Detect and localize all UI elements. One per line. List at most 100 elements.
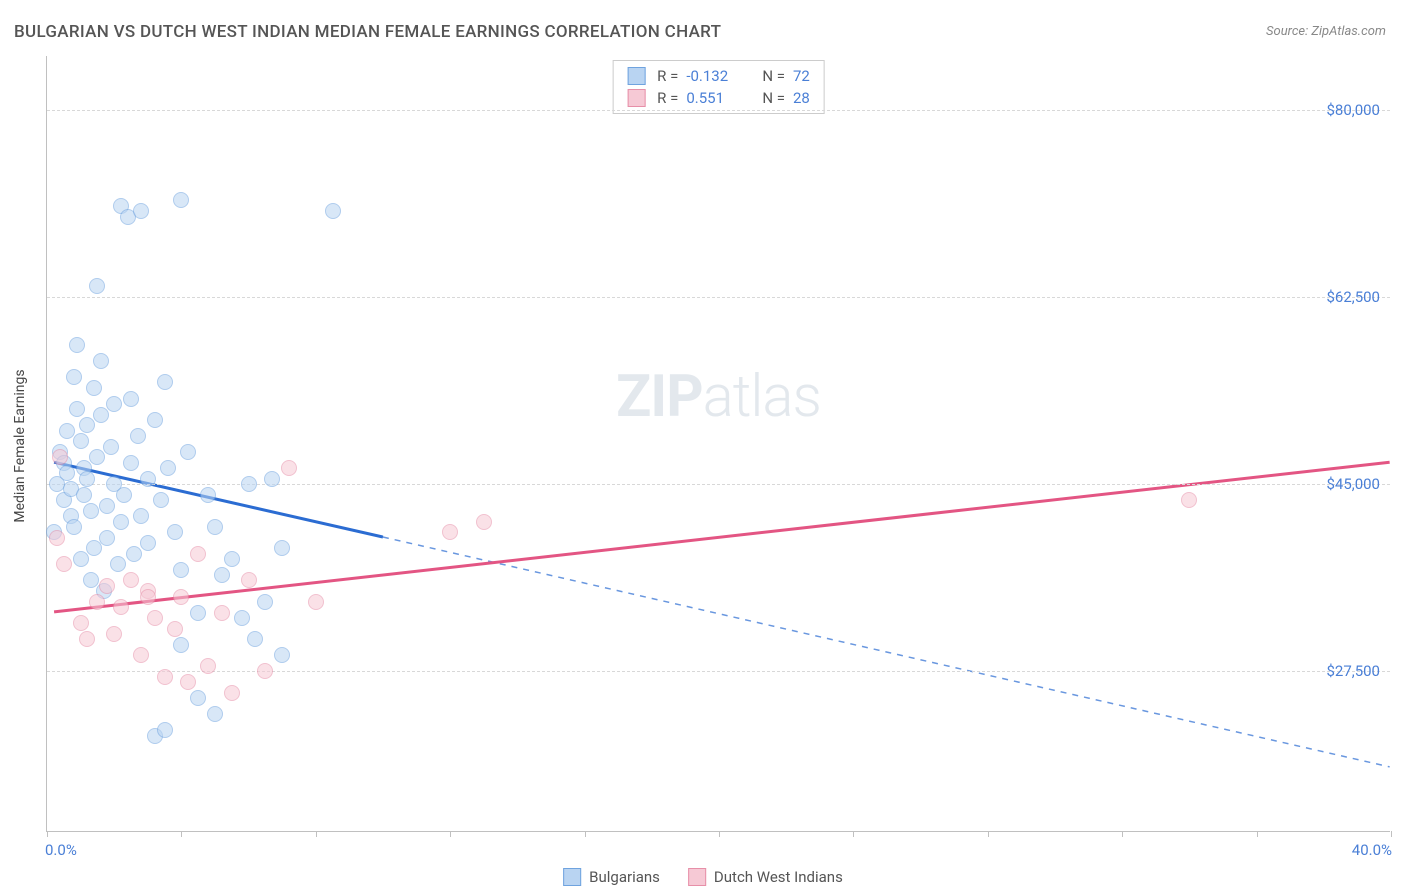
- legend-item: Dutch West Indians: [688, 868, 843, 886]
- data-point: [99, 578, 115, 594]
- plot-area: ZIPatlas R =-0.132N =72R =0.551N =28 0.0…: [46, 56, 1390, 832]
- stats-row: R = -0.132 N = 72: [613, 65, 824, 87]
- x-axis-max-label: 40.0%: [1352, 841, 1392, 859]
- stats-box: R =-0.132N =72R =0.551N =28: [612, 60, 825, 114]
- data-point: [106, 396, 122, 412]
- data-point: [173, 192, 189, 208]
- data-point: [257, 663, 273, 679]
- data-point: [99, 498, 115, 514]
- data-point: [190, 546, 206, 562]
- data-point: [49, 530, 65, 546]
- data-point: [190, 690, 206, 706]
- data-point: [69, 401, 85, 417]
- trend-line-dashed: [383, 537, 1390, 767]
- trend-lines-layer: [47, 56, 1390, 831]
- data-point: [274, 647, 290, 663]
- data-point: [66, 519, 82, 535]
- x-tick: [47, 831, 48, 837]
- x-tick: [1391, 831, 1392, 837]
- data-point: [126, 546, 142, 562]
- data-point: [442, 524, 458, 540]
- data-point: [76, 487, 92, 503]
- data-point: [140, 471, 156, 487]
- data-point: [89, 449, 105, 465]
- data-point: [180, 674, 196, 690]
- data-point: [106, 626, 122, 642]
- y-tick-label: $62,500: [1326, 288, 1380, 306]
- data-point: [257, 594, 273, 610]
- x-tick: [853, 831, 854, 837]
- data-point: [214, 567, 230, 583]
- data-point: [173, 589, 189, 605]
- legend-label: Bulgarians: [589, 868, 660, 886]
- data-point: [214, 605, 230, 621]
- data-point: [241, 572, 257, 588]
- r-label: R =: [657, 89, 678, 107]
- data-point: [224, 685, 240, 701]
- x-axis-min-label: 0.0%: [45, 841, 77, 859]
- data-point: [157, 669, 173, 685]
- data-point: [234, 610, 250, 626]
- n-value: 72: [793, 67, 810, 85]
- n-label: N =: [762, 67, 785, 85]
- data-point: [207, 519, 223, 535]
- data-point: [79, 417, 95, 433]
- data-point: [207, 706, 223, 722]
- r-value: -0.132: [686, 67, 740, 85]
- data-point: [325, 203, 341, 219]
- data-point: [281, 460, 297, 476]
- data-point: [116, 487, 132, 503]
- chart-container: BULGARIAN VS DUTCH WEST INDIAN MEDIAN FE…: [0, 0, 1406, 892]
- data-point: [93, 407, 109, 423]
- data-point: [200, 487, 216, 503]
- x-tick: [181, 831, 182, 837]
- watermark-zip: ZIP: [616, 363, 703, 431]
- data-point: [113, 599, 129, 615]
- data-point: [308, 594, 324, 610]
- data-point: [73, 433, 89, 449]
- legend-item: Bulgarians: [563, 868, 660, 886]
- data-point: [113, 514, 129, 530]
- data-point: [52, 449, 68, 465]
- data-point: [157, 374, 173, 390]
- data-point: [160, 460, 176, 476]
- x-tick: [450, 831, 451, 837]
- data-point: [153, 492, 169, 508]
- series-swatch: [627, 89, 645, 107]
- data-point: [79, 471, 95, 487]
- y-axis-title: Median Female Earnings: [12, 369, 28, 522]
- data-point: [123, 391, 139, 407]
- data-point: [86, 380, 102, 396]
- data-point: [140, 535, 156, 551]
- data-point: [133, 508, 149, 524]
- data-point: [79, 631, 95, 647]
- data-point: [167, 524, 183, 540]
- gridline-h: [47, 671, 1390, 672]
- data-point: [103, 439, 119, 455]
- r-label: R =: [657, 67, 678, 85]
- data-point: [1181, 492, 1197, 508]
- series-swatch: [627, 67, 645, 85]
- bottom-legend: Bulgarians Dutch West Indians: [563, 868, 843, 886]
- data-point: [69, 337, 85, 353]
- data-point: [110, 556, 126, 572]
- data-point: [86, 540, 102, 556]
- x-tick: [719, 831, 720, 837]
- data-point: [180, 444, 196, 460]
- data-point: [66, 369, 82, 385]
- watermark-logo: ZIPatlas: [616, 363, 821, 431]
- x-tick: [316, 831, 317, 837]
- stats-row: R =0.551N =28: [613, 87, 824, 109]
- data-point: [133, 203, 149, 219]
- data-point: [147, 610, 163, 626]
- data-point: [89, 278, 105, 294]
- data-point: [190, 605, 206, 621]
- data-point: [241, 476, 257, 492]
- watermark-atlas: atlas: [703, 363, 821, 431]
- data-point: [167, 621, 183, 637]
- r-value: 0.551: [686, 89, 740, 107]
- data-point: [73, 615, 89, 631]
- gridline-h: [47, 110, 1390, 111]
- n-value: 28: [793, 89, 810, 107]
- data-point: [59, 465, 75, 481]
